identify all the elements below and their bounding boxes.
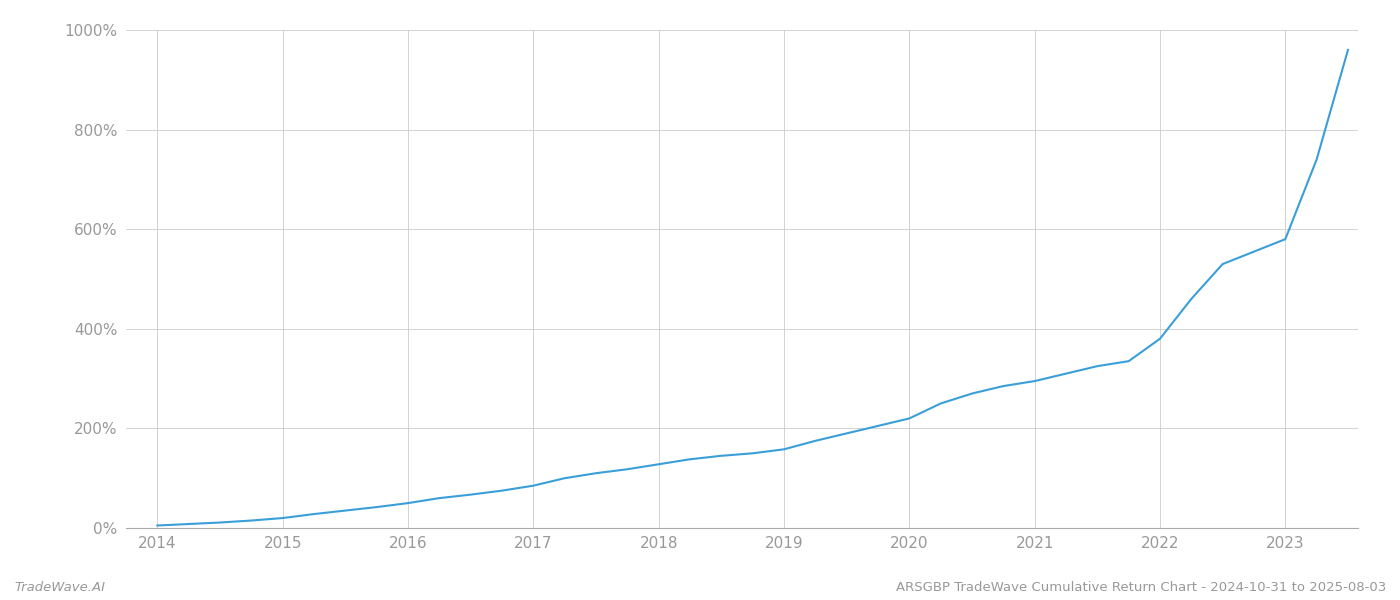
Text: TradeWave.AI: TradeWave.AI bbox=[14, 581, 105, 594]
Text: ARSGBP TradeWave Cumulative Return Chart - 2024-10-31 to 2025-08-03: ARSGBP TradeWave Cumulative Return Chart… bbox=[896, 581, 1386, 594]
